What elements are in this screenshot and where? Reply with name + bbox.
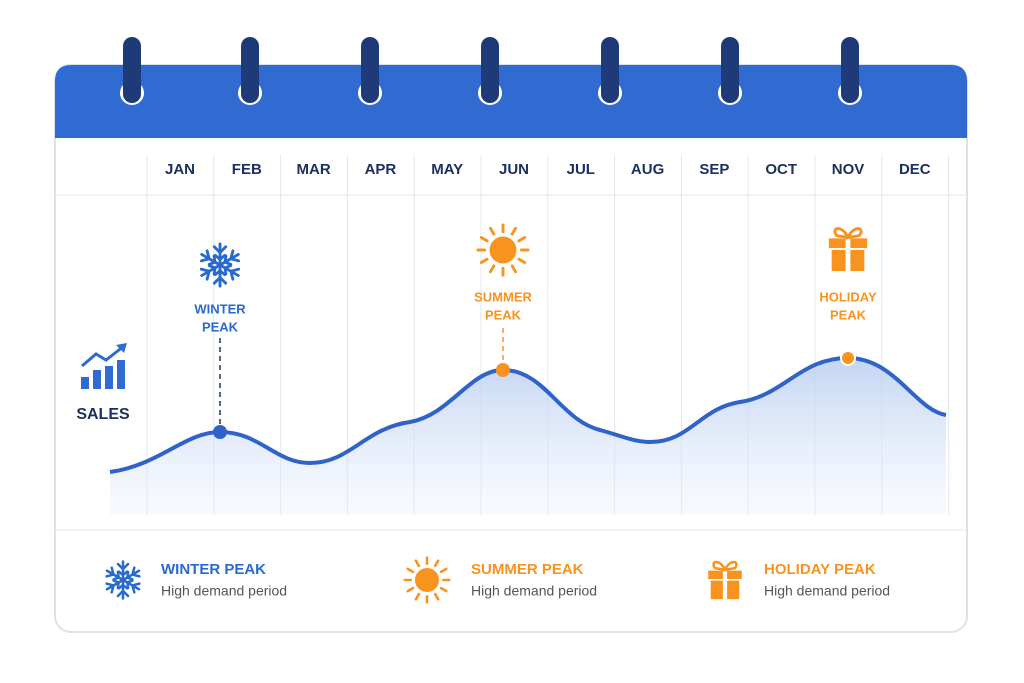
month-label: APR <box>365 161 397 178</box>
y-label: SALES <box>76 406 130 423</box>
ring <box>123 37 141 103</box>
ring <box>481 37 499 103</box>
month-label: JUL <box>567 161 595 178</box>
month-label: JAN <box>165 161 195 178</box>
binder-rings <box>120 37 862 105</box>
legend-description: High demand period <box>161 583 287 599</box>
ring <box>361 37 379 103</box>
month-label: MAY <box>431 161 463 178</box>
annotation: SUMMER <box>474 289 532 304</box>
header-bar <box>55 65 967 138</box>
legend-description: High demand period <box>471 583 597 599</box>
annotation: PEAK <box>485 307 522 322</box>
peak-dot <box>840 350 856 366</box>
month-label: FEB <box>232 161 262 178</box>
peak-dot <box>213 425 227 439</box>
sales-icon <box>81 343 127 389</box>
month-label: JUN <box>499 161 529 178</box>
sales-area <box>110 358 946 515</box>
ring <box>841 37 859 103</box>
annotation: PEAK <box>830 307 867 322</box>
annotation: PEAK <box>202 319 239 334</box>
card <box>54 64 968 633</box>
legend-title: WINTER PEAK <box>161 561 266 578</box>
legend-title: HOLIDAY PEAK <box>764 561 876 578</box>
month-label: NOV <box>832 161 865 178</box>
month-label: AUG <box>631 161 664 178</box>
month-label: OCT <box>765 161 797 178</box>
annotation: HOLIDAY <box>819 289 877 304</box>
month-label: SEP <box>699 161 729 178</box>
ring <box>721 37 739 103</box>
month-label: DEC <box>899 161 931 178</box>
legend-description: High demand period <box>764 583 890 599</box>
sales-line <box>109 355 947 474</box>
legend-title: SUMMER PEAK <box>471 561 584 578</box>
peak-dot <box>496 363 510 377</box>
ring <box>241 37 259 103</box>
month-label: MAR <box>297 161 331 178</box>
annotation: WINTER <box>194 301 246 316</box>
ring <box>601 37 619 103</box>
